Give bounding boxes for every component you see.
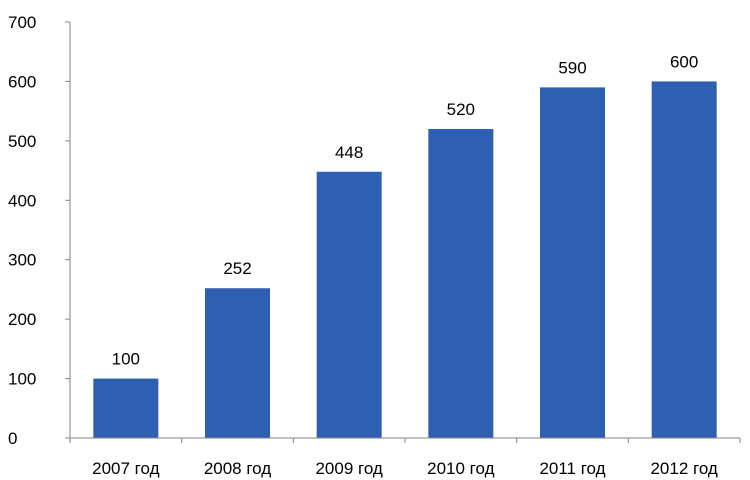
y-axis-ticks: 0 100 200 300 400 500 600 700 (8, 13, 70, 448)
x-axis-ticks: 2007 год 2008 год 2009 год 2010 год 2011 год… (69, 438, 741, 478)
x-tick-label: 2007 год (92, 459, 159, 478)
bar-value-label: 100 (112, 350, 140, 369)
bar (205, 288, 270, 438)
bar (316, 171, 382, 438)
bar-value-label: 590 (558, 58, 586, 77)
y-tick-label: 200 (8, 310, 36, 329)
y-tick-label: 600 (8, 72, 36, 91)
y-tick-label: 500 (8, 132, 36, 151)
y-tick-label: 100 (8, 370, 36, 389)
y-tick-label: 300 (8, 251, 36, 270)
bar-value-label: 252 (223, 259, 251, 278)
bar-value-label: 520 (447, 100, 475, 119)
bar (540, 87, 605, 438)
bar (651, 81, 717, 438)
y-tick-label: 0 (8, 429, 17, 448)
y-tick-label: 400 (8, 191, 36, 210)
bar-value-label: 600 (670, 52, 698, 71)
y-tick-label: 700 (8, 13, 36, 32)
bar-value-label: 448 (335, 143, 363, 162)
x-tick-label: 2008 год (204, 459, 271, 478)
data-labels: 100 252 448 520 590 600 (112, 52, 699, 368)
x-tick-label: 2010 год (427, 459, 494, 478)
bar (428, 128, 494, 438)
bars (93, 81, 717, 438)
x-tick-label: 2009 год (315, 459, 382, 478)
x-tick-label: 2011 год (539, 459, 605, 478)
bar (93, 378, 159, 438)
x-tick-label: 2012 год (650, 459, 717, 478)
